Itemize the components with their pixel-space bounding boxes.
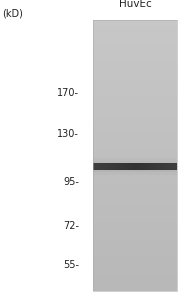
Text: 55-: 55- bbox=[63, 260, 79, 270]
Text: 95-: 95- bbox=[63, 177, 79, 188]
Bar bbox=[93, 20, 177, 291]
Text: (kD): (kD) bbox=[2, 8, 23, 19]
Text: 170-: 170- bbox=[57, 88, 79, 98]
Text: 72-: 72- bbox=[63, 221, 79, 231]
Text: HuvEc: HuvEc bbox=[119, 0, 151, 9]
Text: 130-: 130- bbox=[57, 128, 79, 139]
